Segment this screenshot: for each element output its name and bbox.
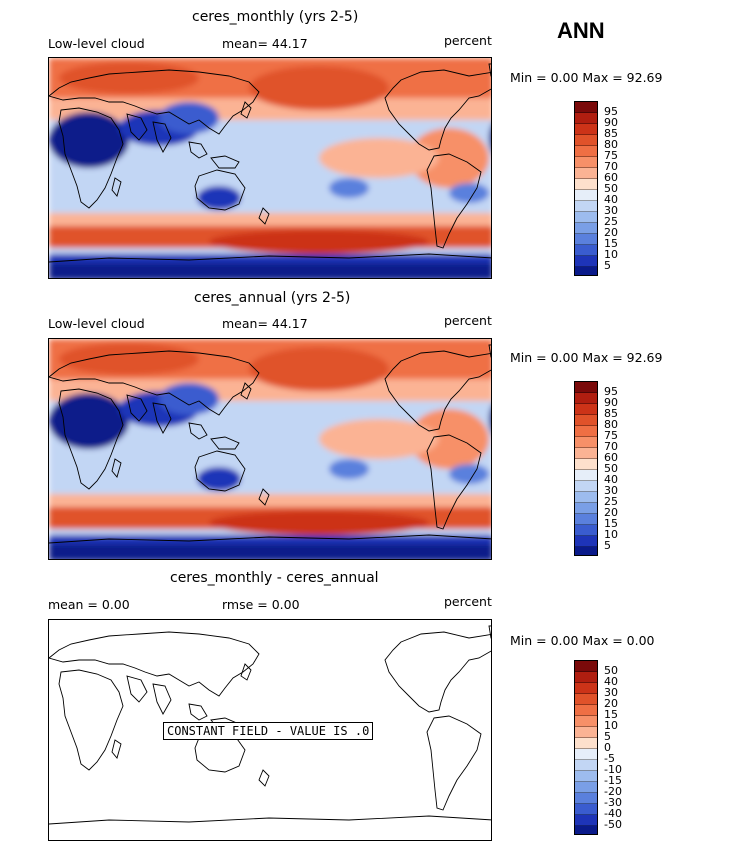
panel3-tick: -50	[604, 818, 622, 831]
panel1-variable-label: Low-level cloud	[48, 36, 145, 51]
panel2-tick: 5	[604, 539, 611, 552]
panel3-tick: 0	[604, 741, 611, 754]
panel2-tick: 85	[604, 407, 618, 420]
panel1-tick: 75	[604, 149, 618, 162]
panel3-tick: 10	[604, 719, 618, 732]
panel1-minmax: Min = 0.00 Max = 92.69	[510, 70, 663, 85]
panel3-tick: 5	[604, 730, 611, 743]
panel2-tick: 90	[604, 396, 618, 409]
panel2-tick: 10	[604, 528, 618, 541]
panel1-units-label: percent	[444, 33, 492, 48]
panel2-mean-label: mean= 44.17	[222, 316, 308, 331]
panel2-units-label: percent	[444, 313, 492, 328]
panel2-colorbar	[574, 381, 598, 556]
panel2-map	[48, 338, 492, 560]
panel3-colorbar	[574, 660, 598, 835]
panel2-minmax: Min = 0.00 Max = 92.69	[510, 350, 663, 365]
panel1-tick: 10	[604, 248, 618, 261]
panel2-variable-label: Low-level cloud	[48, 316, 145, 331]
panel1-tick: 50	[604, 182, 618, 195]
panel1-tick: 90	[604, 116, 618, 129]
panel1-tick: 25	[604, 215, 618, 228]
panel1-tick: 85	[604, 127, 618, 140]
panel3-tick: -20	[604, 785, 622, 798]
panel3-tick: -15	[604, 774, 622, 787]
panel1-mean-label: mean= 44.17	[222, 36, 308, 51]
panel2-field	[49, 339, 491, 559]
panel3-tick: -40	[604, 807, 622, 820]
panel2-tick: 25	[604, 495, 618, 508]
panel2-tick: 70	[604, 440, 618, 453]
constant-field-note: CONSTANT FIELD - VALUE IS .0	[163, 722, 374, 740]
panel3-units-label: percent	[444, 594, 492, 609]
panel3-mean-label: mean = 0.00	[48, 597, 130, 612]
panel3-tick: -10	[604, 763, 622, 776]
panel3-tick: 30	[604, 686, 618, 699]
panel1-tick: 15	[604, 237, 618, 250]
panel2-tick: 40	[604, 473, 618, 486]
panel1-tick: 95	[604, 105, 618, 118]
panel3-title: ceres_monthly - ceres_annual	[170, 570, 379, 586]
panel3-tick: 20	[604, 697, 618, 710]
panel2-tick: 30	[604, 484, 618, 497]
panel2-title: ceres_annual (yrs 2-5)	[194, 290, 351, 306]
panel2-tick: 20	[604, 506, 618, 519]
panel1-tick: 80	[604, 138, 618, 151]
panel3-tick: -5	[604, 752, 615, 765]
panel2-tick: 50	[604, 462, 618, 475]
panel1-colorbar	[574, 101, 598, 276]
panel1-tick: 40	[604, 193, 618, 206]
panel3-minmax: Min = 0.00 Max = 0.00	[510, 633, 655, 648]
panel3-tick: 50	[604, 664, 618, 677]
panel1-tick: 5	[604, 259, 611, 272]
season-label: ANN	[557, 18, 605, 43]
panel2-tick: 60	[604, 451, 618, 464]
panel2-tick: 15	[604, 517, 618, 530]
panel3-tick: 15	[604, 708, 618, 721]
panel1-tick: 30	[604, 204, 618, 217]
panel2-tick: 80	[604, 418, 618, 431]
panel1-tick: 60	[604, 171, 618, 184]
panel3-tick: 40	[604, 675, 618, 688]
panel1-field	[49, 58, 491, 278]
panel3-tick: -30	[604, 796, 622, 809]
panel1-tick: 20	[604, 226, 618, 239]
panel3-rmse-label: rmse = 0.00	[222, 597, 300, 612]
panel1-title: ceres_monthly (yrs 2-5)	[192, 9, 359, 25]
panel1-map	[48, 57, 492, 279]
panel1-tick: 70	[604, 160, 618, 173]
panel2-tick: 95	[604, 385, 618, 398]
panel2-tick: 75	[604, 429, 618, 442]
